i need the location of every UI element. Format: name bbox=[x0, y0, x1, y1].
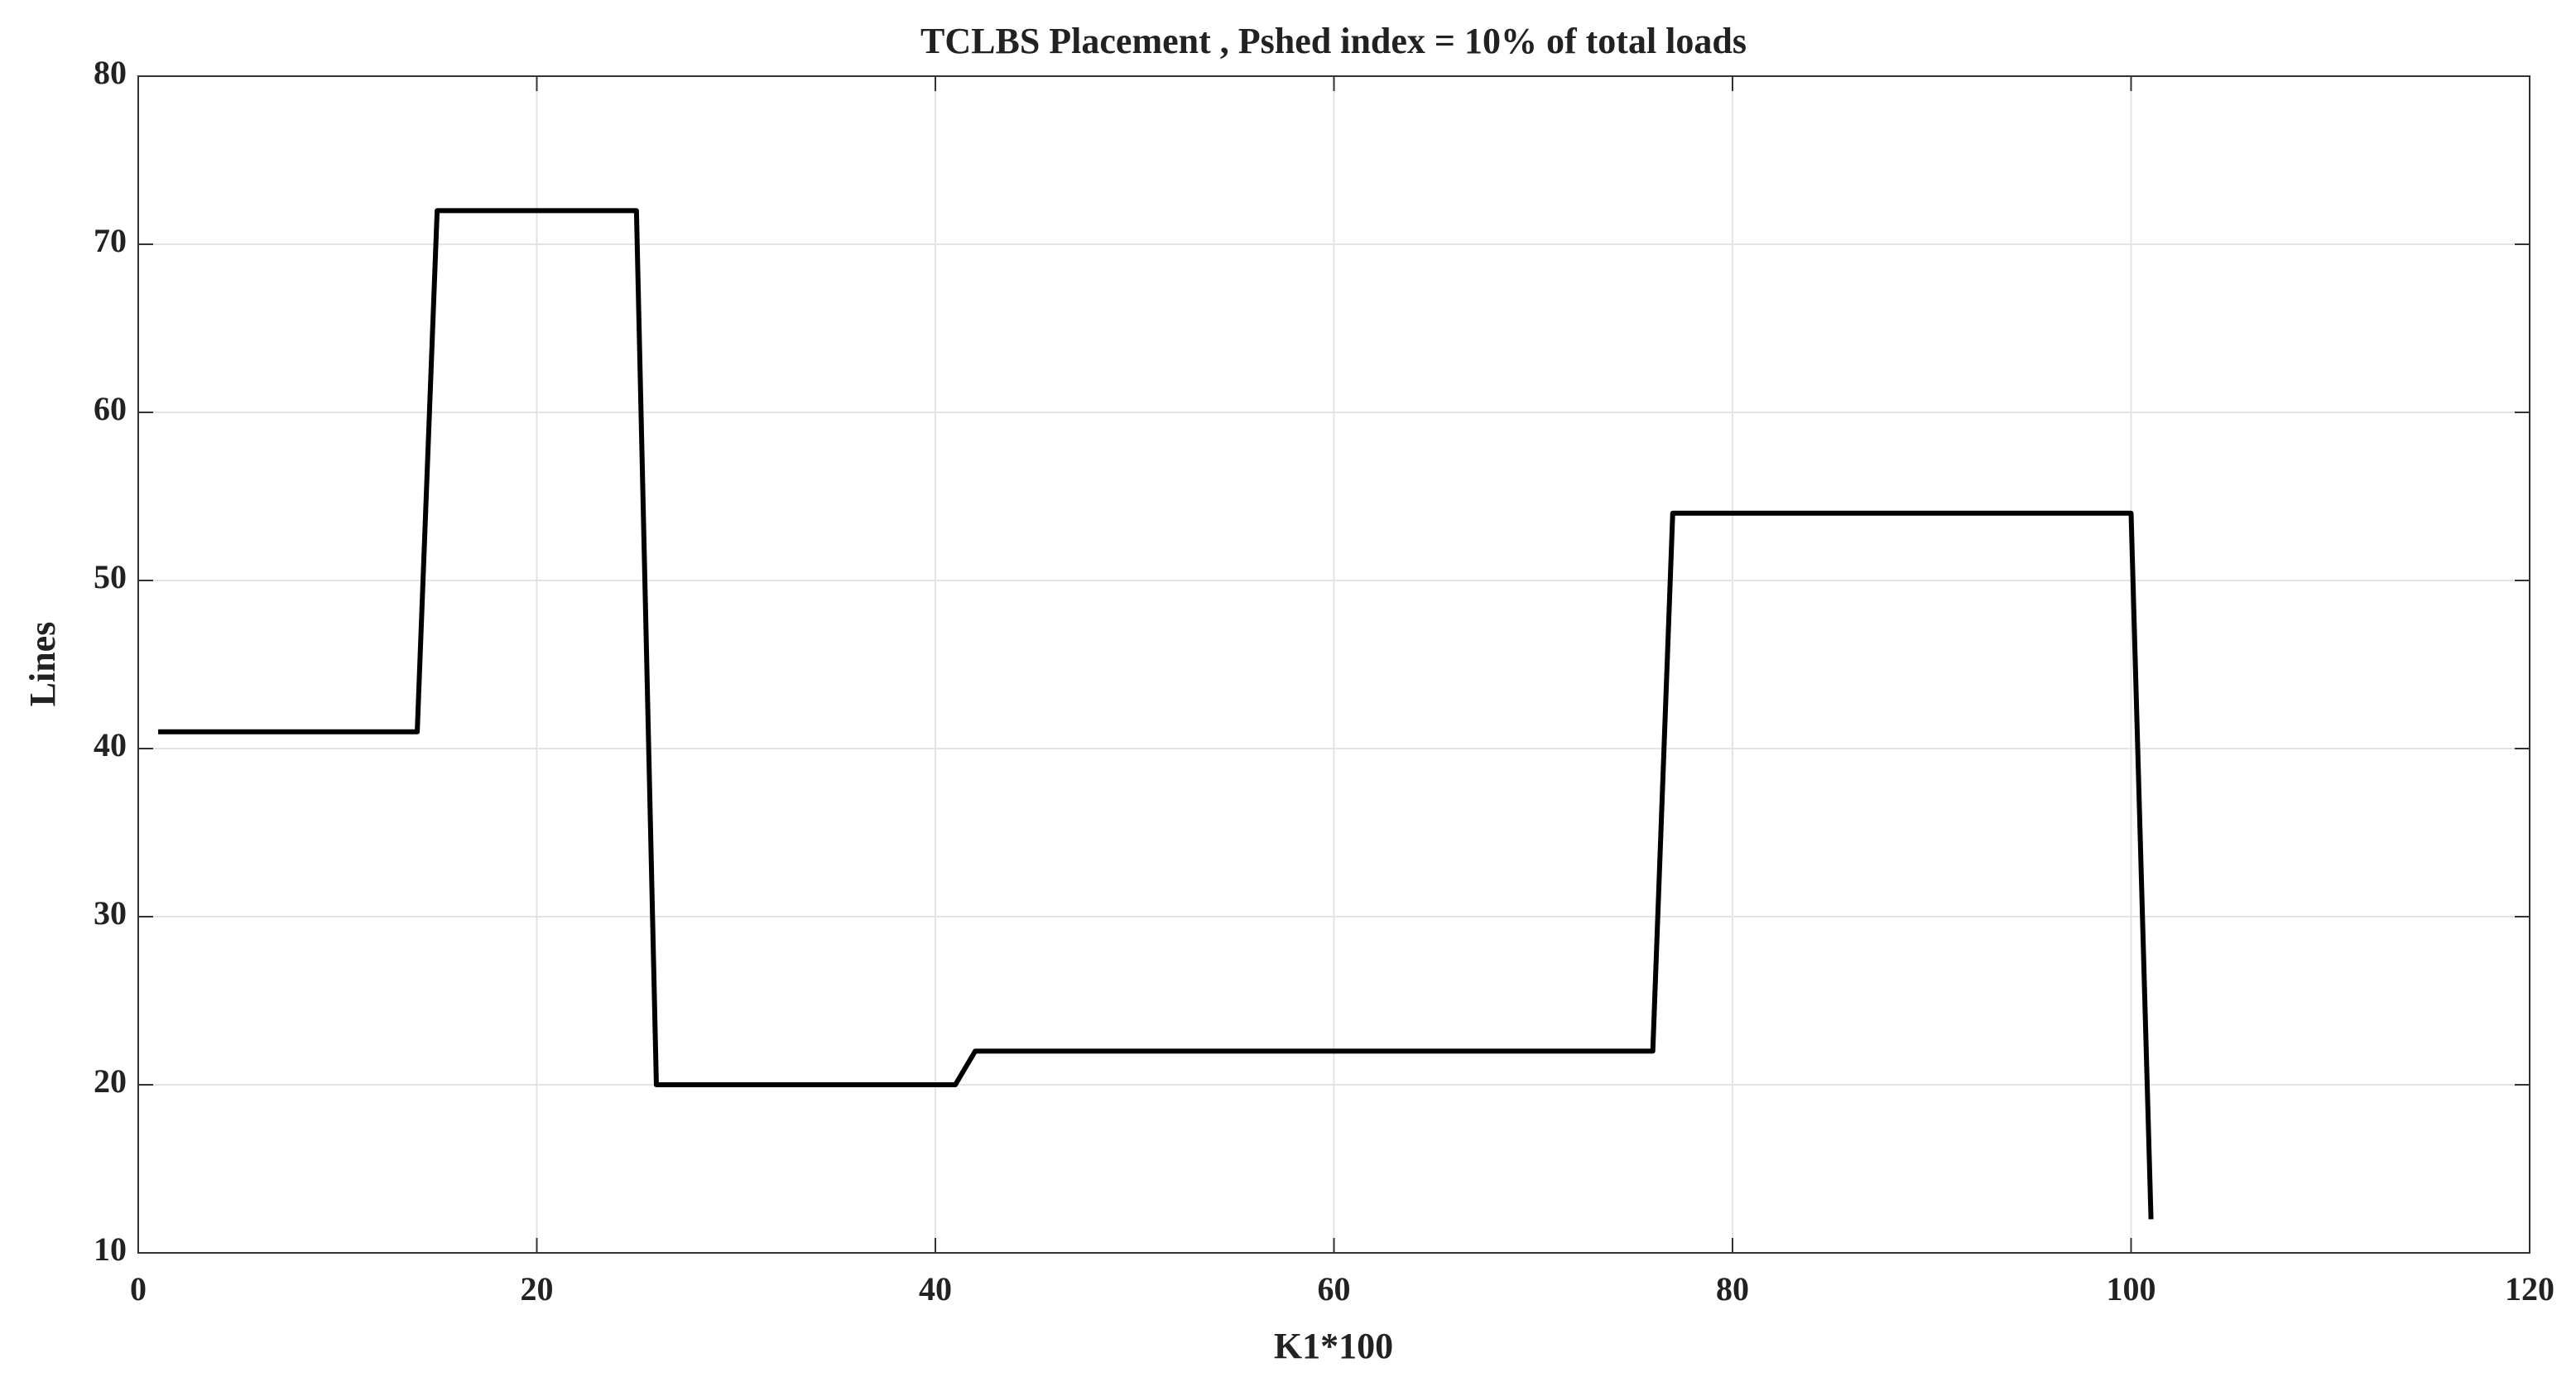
y-tick-label: 10 bbox=[94, 1230, 127, 1268]
x-tick-label: 100 bbox=[2107, 1270, 2156, 1308]
y-tick-label: 70 bbox=[94, 222, 127, 259]
plot-frame bbox=[137, 75, 2530, 1254]
y-axis-label: Lines bbox=[22, 622, 63, 707]
x-tick-label: 80 bbox=[1716, 1270, 1749, 1308]
chart-title: TCLBS Placement , Pshed index = 10% of t… bbox=[920, 21, 1747, 61]
x-tick-label: 20 bbox=[521, 1270, 554, 1308]
data-line bbox=[158, 208, 2154, 1220]
y-tick-label: 80 bbox=[94, 54, 127, 91]
y-tick-label: 30 bbox=[94, 894, 127, 932]
x-tick-label: 40 bbox=[919, 1270, 952, 1308]
y-tick-label: 60 bbox=[94, 390, 127, 427]
x-tick-label: 0 bbox=[130, 1270, 147, 1308]
x-axis-label: K1*100 bbox=[1274, 1326, 1393, 1366]
y-tick-label: 50 bbox=[94, 558, 127, 595]
x-tick-label: 120 bbox=[2505, 1270, 2554, 1308]
y-tick-label: 20 bbox=[94, 1062, 127, 1100]
y-tick-label: 40 bbox=[94, 726, 127, 763]
x-tick-label: 60 bbox=[1318, 1270, 1351, 1308]
